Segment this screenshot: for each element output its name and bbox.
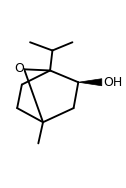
Polygon shape: [78, 79, 102, 86]
Text: O: O: [14, 62, 24, 75]
Text: OH: OH: [104, 76, 123, 89]
